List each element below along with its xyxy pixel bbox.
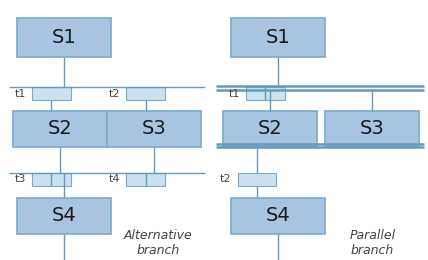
Text: S2: S2	[48, 119, 72, 138]
Text: S2: S2	[257, 119, 282, 138]
FancyBboxPatch shape	[32, 173, 71, 186]
Text: S1: S1	[266, 28, 291, 47]
FancyBboxPatch shape	[231, 18, 325, 57]
Text: S3: S3	[360, 119, 385, 138]
Text: t4: t4	[108, 174, 120, 184]
Text: S3: S3	[142, 119, 166, 138]
FancyBboxPatch shape	[107, 110, 201, 147]
FancyBboxPatch shape	[32, 87, 71, 100]
Text: Alternative
branch: Alternative branch	[124, 229, 193, 257]
Text: t1: t1	[228, 89, 240, 99]
FancyBboxPatch shape	[17, 18, 111, 57]
FancyBboxPatch shape	[231, 198, 325, 234]
FancyBboxPatch shape	[17, 198, 111, 234]
FancyBboxPatch shape	[126, 173, 165, 186]
Text: t1: t1	[14, 89, 26, 99]
FancyBboxPatch shape	[325, 110, 419, 147]
Text: S4: S4	[266, 206, 291, 225]
FancyBboxPatch shape	[238, 173, 276, 186]
FancyBboxPatch shape	[246, 87, 285, 100]
Text: Parallel
branch: Parallel branch	[349, 229, 395, 257]
Text: t2: t2	[220, 174, 231, 184]
Text: S1: S1	[52, 28, 77, 47]
Text: t3: t3	[14, 174, 26, 184]
FancyBboxPatch shape	[223, 110, 317, 147]
FancyBboxPatch shape	[13, 110, 107, 147]
Text: S4: S4	[52, 206, 77, 225]
Text: t2: t2	[108, 89, 120, 99]
FancyBboxPatch shape	[126, 87, 165, 100]
